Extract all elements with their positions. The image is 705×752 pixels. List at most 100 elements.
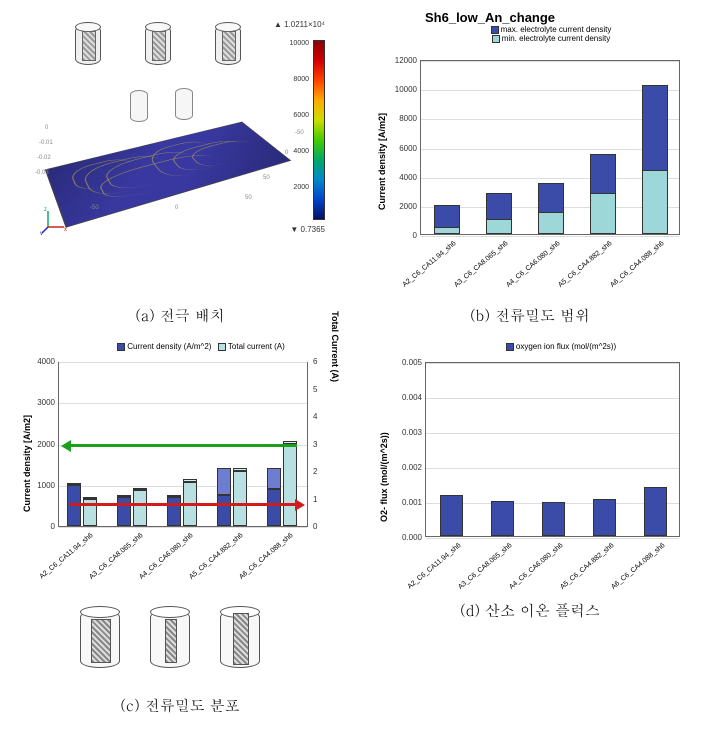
bar-tc-tip [233, 468, 247, 471]
ytick-right: 0 [313, 522, 333, 531]
axis-triad-icon: z x y [40, 205, 70, 235]
caption-c: (c) 전류밀도 분포 [10, 695, 350, 716]
colorbar-tick: 8000 [279, 76, 309, 83]
chart-d: oxygen ion flux (mol/(m^2s)) 0.0000.0010… [365, 342, 695, 622]
anode-insert-3 [222, 31, 236, 61]
bar-tc-tip [183, 479, 197, 482]
ytick: 0.000 [390, 533, 422, 542]
bar-min [590, 193, 616, 234]
anode-insert-2 [152, 31, 166, 61]
legend-swatch-tc [218, 343, 226, 351]
ytick-right: 1 [313, 495, 333, 504]
legend-swatch-min [492, 35, 500, 43]
ytick: 4000 [385, 173, 417, 182]
electrode-on-slab-2 [175, 88, 193, 120]
cathode-cylinder-3 [215, 25, 241, 65]
legend-label-tc: Total current (A) [228, 342, 285, 351]
colorbar-tick: 10000 [279, 40, 309, 47]
ytick-right: 5 [313, 385, 333, 394]
simulation-3d-view: 0 -0.01 -0.02 -0.03 -50 0 50 50 0 -50 ▲ … [35, 10, 325, 240]
axis-tick: -50 [295, 130, 304, 136]
cylinder-large-anode [80, 610, 120, 668]
ytick: 2000 [385, 202, 417, 211]
ytick: 4000 [23, 357, 55, 366]
axis-tick: 0 [175, 205, 178, 211]
bar-tc-tip [83, 497, 97, 499]
legend-swatch-flux [506, 343, 514, 351]
ytick: 6000 [385, 144, 417, 153]
ytick: 0.003 [390, 428, 422, 437]
ytick: 0 [385, 231, 417, 240]
panel-c-current-density-distribution: Current density (A/m^2) Total current (A… [10, 340, 350, 690]
svg-text:z: z [44, 207, 47, 213]
bar-current-density [267, 489, 281, 526]
ytick-right: 4 [313, 412, 333, 421]
ytick: 0.004 [390, 393, 422, 402]
chart-c-legend: Current density (A/m^2) Total current (A… [50, 342, 350, 351]
ytick-right: 3 [313, 440, 333, 449]
caption-a: (a) 전극 배치 [10, 305, 350, 326]
cylinder-mid-anode [150, 610, 190, 668]
anode-mid [165, 619, 177, 663]
axis-tick: 0 [45, 125, 48, 131]
bar-flux [542, 502, 565, 536]
panel-b-current-density-range: Sh6_low_An_change max. electrolyte curre… [365, 10, 695, 290]
colorbar [313, 40, 325, 220]
caption-d: (d) 산소 이온 플럭스 [365, 600, 695, 621]
electrolyte-slab [45, 122, 292, 228]
bar-min [486, 219, 512, 234]
chart-b: Sh6_low_An_change max. electrolyte curre… [365, 10, 695, 290]
ytick: 0.002 [390, 463, 422, 472]
bar-flux [440, 495, 463, 536]
chart-c-plot-area: 010002000300040000123456A2_C6_CA11.94_sh… [58, 362, 308, 527]
bar-cd-tip [117, 495, 131, 497]
ytick: 12000 [385, 56, 417, 65]
bar-cd-tip [217, 468, 231, 495]
panel-a-electrode-layout: 0 -0.01 -0.02 -0.03 -50 0 50 50 0 -50 ▲ … [10, 10, 350, 290]
cathode-cylinder-1 [75, 25, 101, 65]
axis-tick: -50 [90, 205, 99, 211]
colorbar-tick: 4000 [279, 148, 309, 155]
bar-min [434, 227, 460, 234]
anode-insert-1 [82, 31, 96, 61]
anode-tall [233, 613, 249, 665]
ytick: 8000 [385, 114, 417, 123]
bar-tc-tip [133, 488, 147, 490]
panel-d-oxygen-ion-flux: oxygen ion flux (mol/(m^2s)) 0.0000.0010… [365, 340, 695, 620]
legend-swatch-cd [117, 343, 125, 351]
bar-cd-tip [167, 495, 181, 497]
caption-b: (b) 전류밀도 범위 [365, 305, 695, 326]
ytick: 0.005 [390, 358, 422, 367]
chart-d-ylabel: O2- flux (mol/(m^2s)) [379, 432, 389, 522]
bar-cd-tip [267, 468, 281, 489]
bar-flux [644, 487, 667, 536]
legend-label-max: max. electrolyte current density [501, 25, 612, 34]
chart-c-ylabel-left: Current density [A/m2] [22, 415, 32, 512]
bar-min [642, 170, 668, 234]
cathode-cylinder-2 [145, 25, 171, 65]
bar-current-density [167, 497, 181, 526]
axis-tick: -0.03 [35, 170, 49, 176]
bar-total-current [283, 444, 297, 527]
bar-total-current [233, 471, 247, 526]
legend-label-cd: Current density (A/m^2) [127, 342, 211, 351]
bar-min [538, 212, 564, 234]
legend-label-flux: oxygen ion flux (mol/(m^2s)) [516, 342, 616, 351]
electrode-on-slab-1 [130, 90, 148, 122]
chart-b-ylabel: Current density [A/m2] [377, 113, 387, 210]
bar-cd-tip [67, 483, 81, 485]
ytick-right: 2 [313, 467, 333, 476]
chart-c: Current density (A/m^2) Total current (A… [10, 342, 350, 602]
electrode-size-illustration [60, 610, 290, 680]
ytick: 3000 [23, 398, 55, 407]
bar-current-density [117, 497, 131, 526]
axis-tick: 50 [245, 195, 252, 201]
colorbar-max-label: ▲ 1.0211×10⁴ [274, 20, 325, 29]
ytick: 10000 [385, 85, 417, 94]
ytick: 0 [23, 522, 55, 531]
chart-d-plot-area: 0.0000.0010.0020.0030.0040.005A2_C6_CA11… [425, 362, 680, 537]
bar-flux [491, 501, 514, 536]
svg-text:x: x [64, 227, 67, 233]
chart-c-ylabel-right: Total Current (A) [330, 311, 340, 382]
axis-tick: -0.02 [37, 155, 51, 161]
